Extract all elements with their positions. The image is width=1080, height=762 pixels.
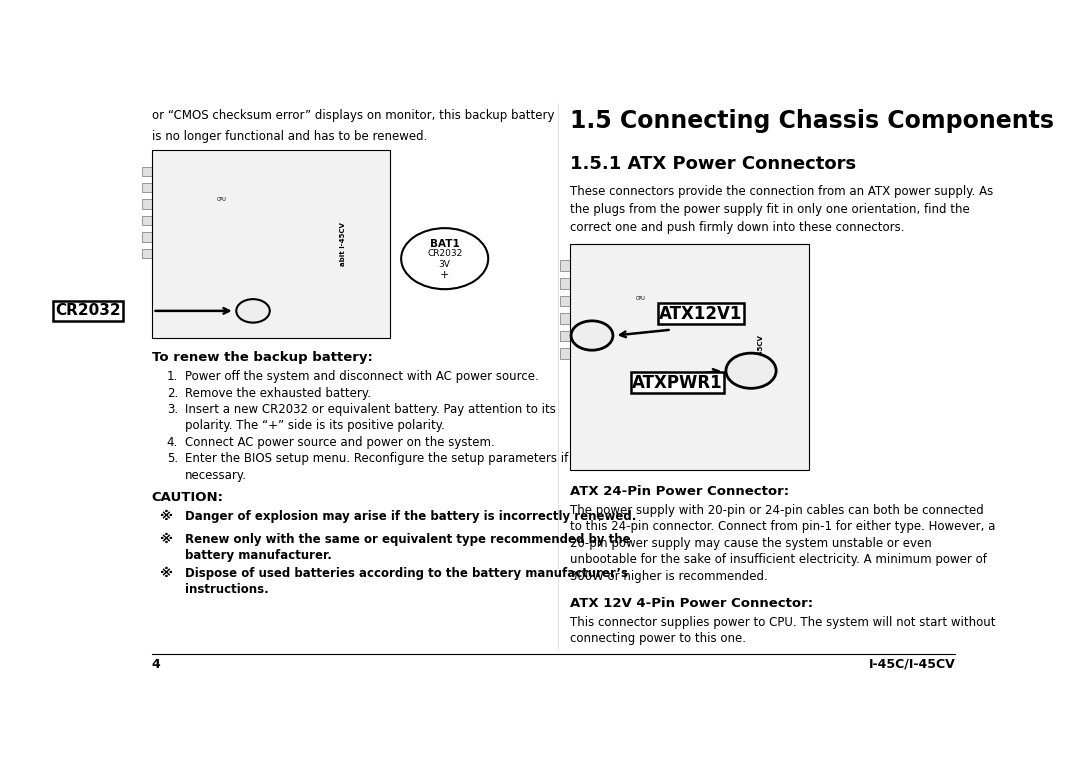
Text: 3V: 3V	[438, 260, 450, 269]
Text: connecting power to this one.: connecting power to this one.	[570, 632, 746, 645]
FancyBboxPatch shape	[609, 277, 672, 321]
Text: To renew the backup battery:: To renew the backup battery:	[151, 351, 373, 363]
FancyBboxPatch shape	[190, 177, 253, 221]
Text: polarity. The “+” side is its positive polarity.: polarity. The “+” side is its positive p…	[186, 419, 445, 432]
Text: is no longer functional and has to be renewed.: is no longer functional and has to be re…	[151, 130, 427, 142]
Text: CR2032: CR2032	[55, 303, 121, 319]
Text: to this 24-pin connector. Connect from pin-1 for either type. However, a: to this 24-pin connector. Connect from p…	[570, 520, 996, 533]
Text: necessary.: necessary.	[186, 469, 247, 482]
Text: 2.: 2.	[166, 386, 178, 399]
FancyBboxPatch shape	[561, 331, 576, 341]
Text: Enter the BIOS setup menu. Reconfigure the setup parameters if: Enter the BIOS setup menu. Reconfigure t…	[186, 453, 568, 466]
Text: This connector supplies power to CPU. The system will not start without: This connector supplies power to CPU. Th…	[570, 616, 996, 629]
Text: ※: ※	[160, 567, 173, 580]
FancyBboxPatch shape	[303, 175, 326, 187]
Text: correct one and push firmly down into these connectors.: correct one and push firmly down into th…	[570, 220, 905, 233]
FancyBboxPatch shape	[232, 274, 315, 281]
FancyBboxPatch shape	[151, 150, 390, 338]
Text: BAT1: BAT1	[430, 239, 460, 249]
FancyBboxPatch shape	[561, 348, 576, 359]
FancyBboxPatch shape	[303, 225, 326, 236]
FancyBboxPatch shape	[232, 288, 315, 295]
Text: 4: 4	[151, 658, 161, 671]
Text: 1.: 1.	[166, 370, 178, 383]
Text: ATX12V1: ATX12V1	[659, 305, 742, 322]
Text: CPU: CPU	[635, 296, 645, 301]
Text: Danger of explosion may arise if the battery is incorrectly renewed.: Danger of explosion may arise if the bat…	[186, 511, 636, 523]
Circle shape	[726, 353, 777, 389]
Text: Renew only with the same or equivalent type recommended by the: Renew only with the same or equivalent t…	[186, 533, 631, 546]
Text: ATX 24-Pin Power Connector:: ATX 24-Pin Power Connector:	[570, 485, 789, 498]
Text: I-45C/I-45CV: I-45C/I-45CV	[868, 658, 956, 671]
FancyBboxPatch shape	[561, 313, 576, 324]
Text: ※: ※	[160, 511, 173, 523]
Text: ATXPWR1: ATXPWR1	[632, 373, 723, 392]
Text: unbootable for the sake of insufficient electricity. A minimum power of: unbootable for the sake of insufficient …	[570, 553, 987, 566]
FancyBboxPatch shape	[721, 284, 745, 297]
FancyBboxPatch shape	[561, 261, 576, 271]
FancyBboxPatch shape	[650, 383, 734, 390]
Text: The power supply with 20-pin or 24-pin cables can both be connected: The power supply with 20-pin or 24-pin c…	[570, 504, 984, 517]
Circle shape	[237, 299, 270, 322]
FancyBboxPatch shape	[721, 319, 745, 332]
Circle shape	[401, 228, 488, 289]
Text: Insert a new CR2032 or equivalent battery. Pay attention to its: Insert a new CR2032 or equivalent batter…	[186, 403, 556, 416]
Text: Remove the exhausted battery.: Remove the exhausted battery.	[186, 386, 372, 399]
Text: abit I-45CV: abit I-45CV	[758, 335, 764, 379]
FancyBboxPatch shape	[650, 399, 734, 406]
Text: 4.: 4.	[166, 436, 178, 449]
Text: 1.5 Connecting Chassis Components: 1.5 Connecting Chassis Components	[570, 109, 1054, 133]
Circle shape	[571, 321, 613, 351]
Text: +: +	[440, 270, 449, 280]
Text: 20-pin power supply may cause the system unstable or even: 20-pin power supply may cause the system…	[570, 536, 932, 549]
Text: Power off the system and disconnect with AC power source.: Power off the system and disconnect with…	[186, 370, 539, 383]
FancyBboxPatch shape	[561, 296, 576, 306]
FancyBboxPatch shape	[141, 200, 157, 209]
FancyBboxPatch shape	[141, 232, 157, 242]
FancyBboxPatch shape	[141, 216, 157, 226]
Text: CR2032: CR2032	[427, 249, 462, 258]
Text: 1.5.1 ATX Power Connectors: 1.5.1 ATX Power Connectors	[570, 155, 856, 173]
FancyBboxPatch shape	[650, 432, 734, 440]
FancyBboxPatch shape	[650, 415, 734, 423]
Text: Dispose of used batteries according to the battery manufacturer’s: Dispose of used batteries according to t…	[186, 567, 629, 580]
FancyBboxPatch shape	[303, 208, 326, 220]
Text: These connectors provide the connection from an ATX power supply. As: These connectors provide the connection …	[570, 185, 994, 198]
Text: instructions.: instructions.	[186, 583, 269, 596]
Text: 3.: 3.	[166, 403, 178, 416]
Text: CPU: CPU	[217, 197, 227, 202]
FancyBboxPatch shape	[141, 167, 157, 176]
Text: 300W or higher is recommended.: 300W or higher is recommended.	[570, 570, 768, 583]
Text: or “CMOS checksum error” displays on monitor, this backup battery: or “CMOS checksum error” displays on mon…	[151, 109, 554, 122]
FancyBboxPatch shape	[570, 244, 809, 470]
Text: battery manufacturer.: battery manufacturer.	[186, 549, 332, 562]
Text: CAUTION:: CAUTION:	[151, 491, 224, 504]
FancyBboxPatch shape	[141, 248, 157, 258]
FancyBboxPatch shape	[561, 278, 576, 289]
Text: Connect AC power source and power on the system.: Connect AC power source and power on the…	[186, 436, 495, 449]
Text: ※: ※	[160, 533, 173, 546]
Text: the plugs from the power supply fit in only one orientation, find the: the plugs from the power supply fit in o…	[570, 203, 970, 216]
FancyBboxPatch shape	[721, 302, 745, 315]
FancyBboxPatch shape	[141, 183, 157, 192]
Text: abit I-45CV: abit I-45CV	[339, 222, 346, 266]
Text: ATX 12V 4-Pin Power Connector:: ATX 12V 4-Pin Power Connector:	[570, 597, 813, 610]
Text: 5.: 5.	[166, 453, 178, 466]
FancyBboxPatch shape	[232, 260, 315, 267]
FancyBboxPatch shape	[232, 316, 315, 323]
FancyBboxPatch shape	[303, 192, 326, 203]
FancyBboxPatch shape	[232, 302, 315, 309]
FancyBboxPatch shape	[721, 266, 745, 279]
